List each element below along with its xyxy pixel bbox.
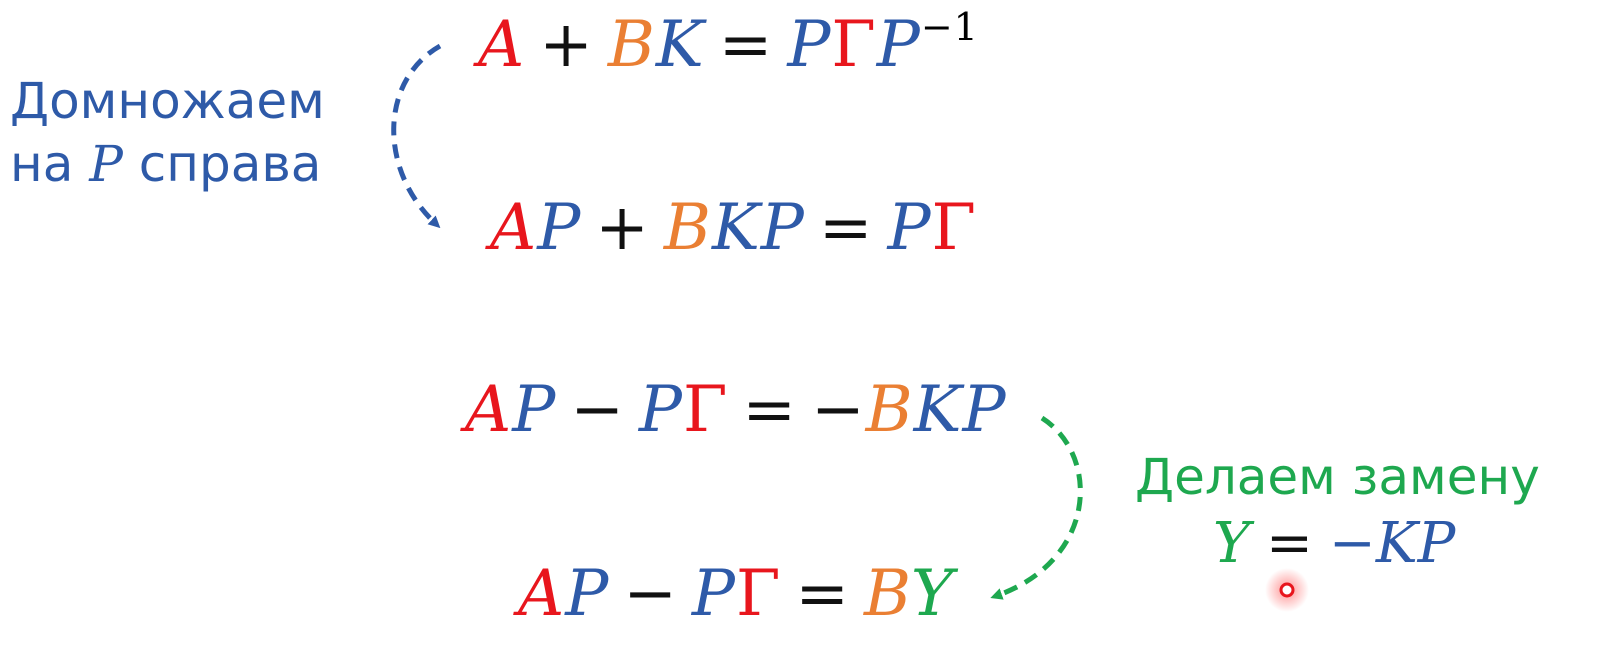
- var-a: A: [518, 557, 566, 631]
- var-b: B: [865, 373, 914, 447]
- var-y: Y: [910, 557, 955, 631]
- plus-sign: +: [595, 191, 650, 265]
- equation-1: A + BK = PΓP−1: [478, 8, 979, 77]
- var-gamma: Γ: [735, 557, 782, 631]
- var-gamma: Γ: [831, 8, 877, 82]
- var-b: B: [607, 8, 656, 82]
- note-line-1: Делаем замену: [1135, 448, 1540, 506]
- var-gamma: Γ: [682, 373, 729, 447]
- blue-dashed-arrow: [391, 43, 442, 229]
- equals-sign: =: [1265, 510, 1313, 576]
- note-line-1: Домножаем: [10, 72, 325, 130]
- var-a: A: [465, 373, 513, 447]
- inverse-exponent: −1: [920, 5, 979, 49]
- note-substitution: Делаем замену Y = −KP: [1135, 446, 1540, 579]
- var-p: P: [537, 191, 582, 265]
- note-text: справа: [122, 134, 322, 193]
- equals-sign: =: [742, 373, 797, 447]
- minus-sign: −: [570, 373, 625, 447]
- var-k: K: [711, 191, 761, 265]
- var-k: K: [913, 373, 963, 447]
- var-b: B: [864, 557, 911, 631]
- plus-sign: +: [539, 8, 594, 82]
- equation-4: AP − PΓ = BY: [518, 562, 954, 626]
- equals-sign: =: [795, 557, 850, 631]
- var-p: P: [638, 373, 683, 447]
- substitution-rhs: −KP: [1328, 510, 1456, 576]
- var-p: P: [89, 134, 123, 193]
- var-a: A: [490, 191, 538, 265]
- var-b: B: [663, 191, 712, 265]
- equation-2: AP + BKP = PΓ: [490, 196, 977, 260]
- var-p: P: [887, 191, 932, 265]
- var-p: P: [512, 373, 557, 447]
- var-a: A: [478, 8, 526, 82]
- equation-3: AP − PΓ = −BKP: [465, 378, 1007, 442]
- note-line-2: Y = −KP: [1135, 509, 1540, 579]
- laser-pointer-icon: [1265, 568, 1309, 612]
- var-p-inverse: P: [876, 8, 921, 82]
- note-line-2: на P справа: [10, 133, 325, 196]
- equals-sign: =: [718, 8, 774, 82]
- minus-sign: −: [623, 557, 678, 631]
- var-gamma: Γ: [931, 191, 977, 265]
- equals-sign: =: [818, 191, 874, 265]
- note-multiply-right: Домножаем на P справа: [10, 70, 325, 195]
- var-p: P: [760, 191, 805, 265]
- var-p: P: [691, 557, 736, 631]
- var-k: K: [655, 8, 705, 82]
- note-text: на: [10, 134, 90, 193]
- var-p: P: [962, 373, 1007, 447]
- var-p: P: [565, 557, 610, 631]
- var-y: Y: [1213, 510, 1250, 576]
- negation-sign: −: [811, 373, 866, 447]
- green-dashed-arrow: [990, 415, 1083, 600]
- var-p: P: [787, 8, 832, 82]
